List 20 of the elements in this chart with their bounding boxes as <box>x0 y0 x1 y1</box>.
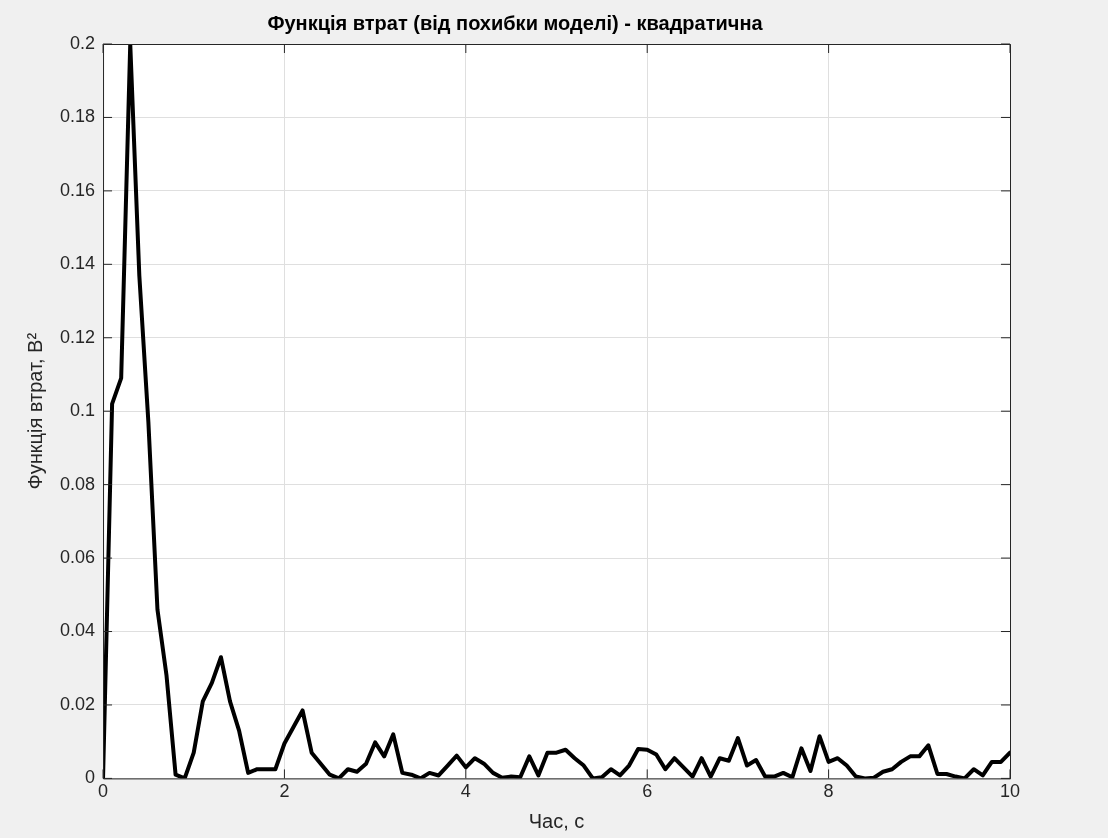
chart-title: Функція втрат (від похибки моделі) - квадратична <box>267 11 764 34</box>
y-tick-label: 0.14 <box>59 253 96 274</box>
y-tick-label: 0.1 <box>70 400 96 421</box>
y-tick-label: 0.04 <box>59 620 96 641</box>
x-tick-label: 2 <box>279 781 290 802</box>
y-tick-label: 0.18 <box>59 106 96 127</box>
x-tick-label: 10 <box>999 781 1021 802</box>
x-tick-label: 6 <box>642 781 653 802</box>
y-tick-label: 0.12 <box>59 326 96 347</box>
x-tick-label: 8 <box>823 781 834 802</box>
y-tick-label: 0.06 <box>59 547 96 568</box>
y-axis-title: Функція втрат, В² <box>23 332 46 490</box>
y-tick-label: 0.08 <box>59 473 96 494</box>
y-tick-label: 0.02 <box>59 693 96 714</box>
y-tick-label: 0.16 <box>59 179 96 200</box>
x-axis-title: Час, с <box>528 809 585 832</box>
x-tick-label: 4 <box>460 781 471 802</box>
y-tick-label: 0.2 <box>70 32 96 53</box>
x-tick-label: 0 <box>98 781 109 802</box>
y-tick-label: 0 <box>85 767 96 788</box>
